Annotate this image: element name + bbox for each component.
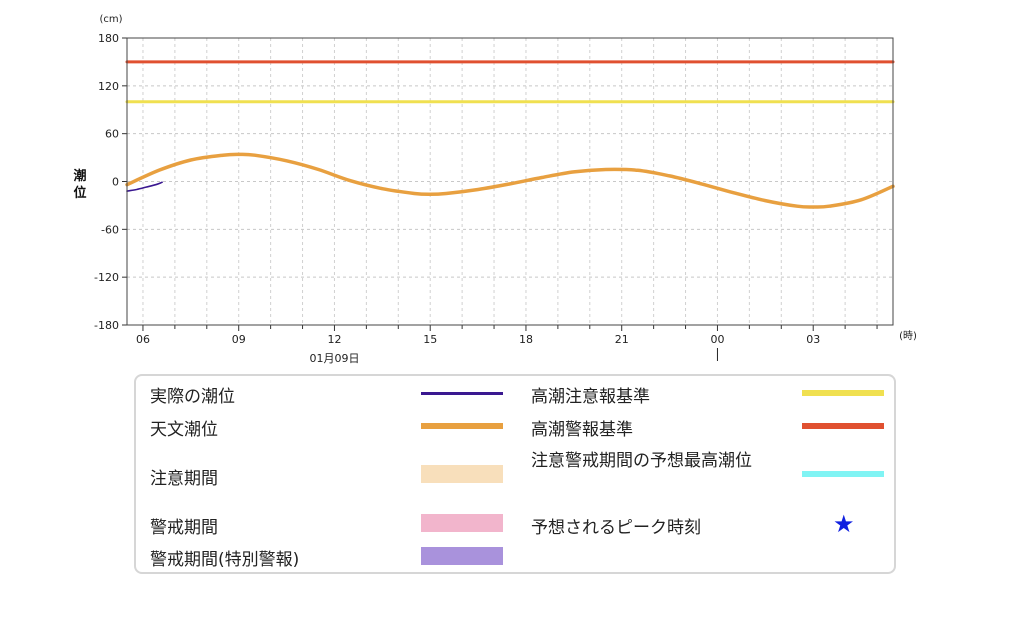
x-unit-label: (時) (899, 330, 917, 342)
x-tick-label: 12 (327, 333, 341, 346)
axes: 180 120 60 0 -60 -120 -180 06 09 12 15 18 21 00 03 01月0… (94, 32, 894, 365)
legend: 実際の潮位 天文潮位 注意期間 警戒期間 警戒期間(特別警報) 高潮注意報基準 … (134, 374, 896, 574)
x-tick-label: 00 (710, 333, 724, 346)
legend-label-forecast-max-tide: 注意警戒期間の予想最高潮位 (531, 451, 752, 471)
legend-label-actual-tide: 実際の潮位 (150, 387, 235, 407)
legend-swatch-special-warning-period (421, 547, 503, 565)
legend-label-storm-surge-advisory-level: 高潮注意報基準 (531, 387, 650, 407)
legend-swatch-storm-surge-warning-level (802, 423, 884, 429)
y-tick-label: -120 (94, 271, 119, 284)
legend-label-warning-period: 警戒期間 (150, 518, 218, 538)
x-tick-label: 21 (615, 333, 629, 346)
series-astronomical-tide (125, 152, 895, 209)
y-tick-label: -180 (94, 319, 119, 332)
y-unit-label: (cm) (99, 14, 122, 25)
y-tick-label: 180 (98, 32, 119, 45)
x-tick-label: 18 (519, 333, 533, 346)
legend-swatch-storm-surge-advisory-level (802, 390, 884, 396)
legend-swatch-warning-period (421, 514, 503, 532)
y-axis-label-char-1: 潮 (73, 168, 86, 184)
y-tick-label: 0 (112, 176, 119, 189)
y-tick-label: 120 (98, 80, 119, 93)
legend-label-peak-time: 予想されるピーク時刻 (531, 518, 701, 538)
legend-swatch-astronomical-tide (421, 423, 503, 429)
legend-swatch-forecast-max-tide (802, 471, 884, 477)
date-label: 01月09日 (309, 352, 359, 365)
legend-label-storm-surge-warning-level: 高潮警報基準 (531, 420, 633, 440)
legend-label-caution-period: 注意期間 (150, 469, 218, 489)
legend-swatch-actual-tide (421, 392, 503, 395)
y-tick-label: 60 (105, 128, 119, 141)
x-tick-label: 03 (806, 333, 820, 346)
x-tick-label: 15 (423, 333, 437, 346)
x-tick-label: 06 (136, 333, 150, 346)
plot-frame (126, 37, 894, 326)
legend-label-astronomical-tide: 天文潮位 (150, 420, 218, 440)
y-tick-label: -60 (101, 223, 119, 236)
grid (127, 38, 893, 325)
series-layer (125, 60, 895, 209)
series-actual-tide (126, 181, 163, 192)
legend-swatch-caution-period (421, 465, 503, 483)
star-icon: ★ (833, 510, 855, 538)
x-tick-label: 09 (232, 333, 246, 346)
y-axis-label-char-2: 位 (73, 185, 86, 201)
legend-label-special-warning-period: 警戒期間(特別警報) (150, 550, 300, 570)
